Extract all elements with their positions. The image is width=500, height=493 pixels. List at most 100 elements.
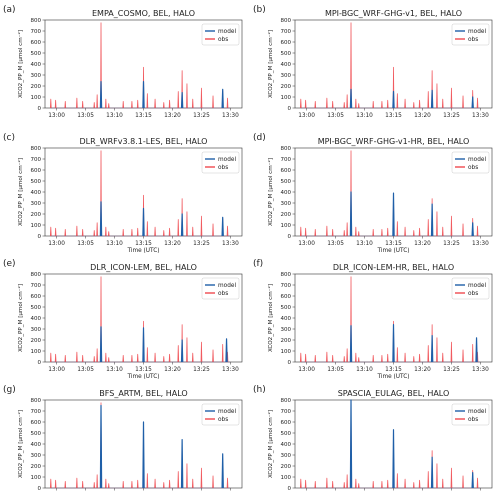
legend-label-obs: obs: [468, 165, 478, 171]
obs-peak: [212, 349, 214, 363]
panel-letter: (g): [3, 385, 16, 395]
panel-b: (b) MPI-BGC_WRF-GHG-v1, BEL, HALO 0 100 200 3…: [253, 5, 493, 119]
obs-peak: [177, 219, 180, 237]
obs-peak: [462, 223, 464, 237]
model-peak: [475, 337, 478, 363]
x-tick-label: 13:15: [385, 113, 402, 119]
series-model: [300, 399, 481, 489]
obs-peak: [396, 221, 399, 237]
y-tick-label: 600: [281, 40, 292, 46]
y-tick-label: 800: [281, 18, 292, 24]
legend: model obs: [201, 151, 240, 174]
obs-peak: [314, 229, 317, 237]
y-tick-label: 200: [31, 338, 42, 344]
obs-peak: [105, 226, 107, 237]
obs-peak: [146, 93, 149, 109]
x-tick-label: 13:05: [327, 113, 344, 119]
obs-peak: [81, 101, 84, 109]
x-tick-label: 13:25: [193, 241, 210, 247]
obs-peak: [76, 97, 78, 109]
panel-d: (d) MPI-BGC_WRF-GHG-v1-HR, BEL, HALO 0 100 2…: [253, 133, 493, 254]
obs-peak: [64, 481, 67, 489]
obs-peak: [412, 482, 415, 489]
obs-peak: [381, 355, 383, 363]
obs-peak: [226, 97, 229, 109]
panel-letter: (a): [3, 5, 16, 15]
legend-label-model: model: [218, 283, 236, 289]
x-tick-label: 13:25: [443, 113, 460, 119]
panel-letter: (e): [3, 259, 16, 269]
y-tick-label: 600: [31, 294, 42, 300]
obs-peak: [331, 355, 334, 363]
obs-peak: [105, 352, 107, 363]
x-tick-label: 13:10: [356, 113, 373, 119]
model-peak: [392, 192, 395, 237]
y-tick-label: 400: [281, 190, 292, 196]
model-peak: [221, 88, 224, 109]
obs-peak: [191, 98, 194, 109]
obs-peak: [427, 91, 430, 109]
model-peak: [430, 203, 434, 237]
obs-peak: [346, 222, 348, 237]
obs-peak: [186, 83, 188, 109]
obs-peak: [122, 481, 125, 489]
obs-peak: [436, 83, 438, 109]
obs-peak: [372, 101, 375, 109]
obs-peak: [154, 98, 156, 109]
obs-peak: [49, 478, 52, 489]
x-tick-label: 13:30: [222, 113, 239, 119]
x-tick-label: 13:30: [222, 241, 239, 247]
obs-peak: [191, 226, 194, 237]
legend-label-obs: obs: [218, 417, 228, 423]
y-tick-label: 500: [281, 51, 292, 57]
obs-peak: [105, 478, 107, 489]
y-tick-label: 300: [31, 201, 42, 207]
obs-peak: [107, 231, 110, 237]
y-tick-label: 100: [31, 349, 42, 355]
y-tick-label: 700: [31, 283, 42, 289]
legend: model obs: [451, 403, 490, 426]
x-tick-label: 13:10: [356, 241, 373, 247]
obs-peak: [304, 353, 307, 363]
y-tick-label: 700: [281, 409, 292, 415]
obs-peak: [304, 479, 307, 489]
model-peak: [471, 472, 474, 489]
obs-peak: [136, 479, 139, 489]
obs-peak: [212, 223, 214, 237]
x-tick-label: 13:00: [48, 113, 65, 119]
x-tick-label: 13:15: [135, 367, 152, 373]
obs-peak: [350, 22, 352, 109]
obs-peak: [146, 473, 149, 489]
obs-peak: [381, 101, 383, 109]
y-tick-label: 500: [31, 179, 42, 185]
y-axis-label: XCO2_PP_M [µmol cm⁻²]: [17, 284, 24, 352]
obs-peak: [427, 471, 430, 489]
y-tick-label: 100: [31, 475, 42, 481]
obs-peak: [136, 227, 139, 237]
y-tick-label: 300: [281, 327, 292, 333]
obs-peak: [200, 215, 203, 237]
obs-peak: [372, 355, 375, 363]
model-peak: [99, 81, 103, 109]
y-tick-label: 800: [281, 146, 292, 152]
y-tick-label: 200: [281, 212, 292, 218]
y-tick-label: 800: [31, 272, 42, 278]
obs-peak: [326, 97, 328, 109]
obs-peak: [64, 101, 67, 109]
x-axis-label: Time (UTC): [376, 248, 409, 254]
obs-peak: [168, 99, 171, 109]
x-tick-label: 13:00: [298, 241, 315, 247]
obs-peak: [326, 225, 328, 237]
obs-peak: [372, 229, 375, 237]
obs-peak: [191, 352, 194, 363]
obs-peak: [122, 101, 125, 109]
legend-label-model: model: [468, 409, 486, 415]
y-tick-label: 400: [281, 62, 292, 68]
panel-title: MPI-BGC_WRF-GHG-v1-HR, BEL, HALO: [318, 137, 470, 146]
x-tick-label: 13:05: [77, 367, 94, 373]
obs-peak: [200, 467, 203, 489]
obs-peak: [396, 473, 399, 489]
y-tick-label: 0: [288, 106, 292, 112]
model-peak: [349, 399, 353, 489]
model-peak: [392, 324, 395, 363]
